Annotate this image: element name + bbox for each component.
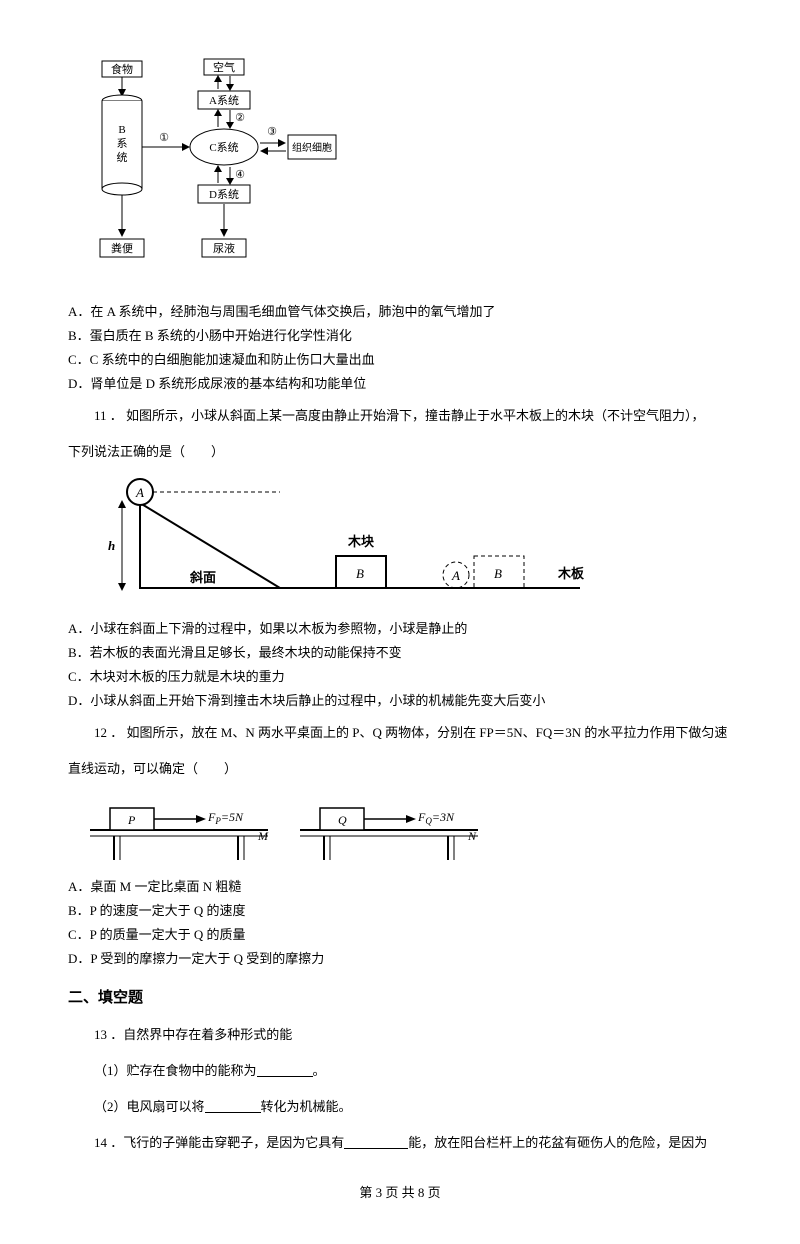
q10-opt-a: A．在 A 系统中，经肺泡与周围毛细血管气体交换后，肺泡中的氧气增加了 [68,301,732,323]
label-a2: A [451,568,460,583]
q10-opt-b: B．蛋白质在 B 系统的小肠中开始进行化学性消化 [68,325,732,347]
label-ball-a: A [135,485,144,500]
label-board: 木板 [557,566,585,581]
diagram-systems: 食物 B 系 统 粪便 空气 A系统 [80,55,732,291]
q11-options: A．小球在斜面上下滑的过程中，如果以木板为参照物，小球是静止的 B．若木板的表面… [68,618,732,712]
q13-stem-text: 自然界中存在着多种形式的能 [123,1027,292,1042]
blank-1[interactable] [257,1064,313,1077]
footer-c: 页 [424,1185,440,1200]
q11-stem-line2: 下列说法正确的是（ ） [68,441,732,463]
label-fq: FQ=3N [417,810,455,826]
blank-3[interactable] [344,1136,408,1149]
q13-p2: （2）电风扇可以将 转化为机械能。 [68,1096,732,1118]
section-2-heading: 二、填空题 [68,985,732,1011]
q13-p1a: （1）贮存在食物中的能称为 [94,1063,257,1078]
q13-p2b: 转化为机械能。 [261,1099,352,1114]
diagram-tables: P FP=5N M Q FQ=3N N [80,794,732,866]
q12-opt-d: D．P 受到的摩擦力一定大于 Q 受到的摩擦力 [68,948,732,970]
q12-num: 12 ． [94,725,123,740]
q11-opt-a: A．小球在斜面上下滑的过程中，如果以木板为参照物，小球是静止的 [68,618,732,640]
label-tissue: 组织细胞 [292,141,332,154]
label-d: D系统 [209,188,239,201]
q11-num: 11 ． [94,408,123,423]
num-1: ① [159,132,169,144]
label-b3: 统 [117,151,128,164]
q12-stem-line2: 直线运动，可以确定（ ） [68,758,732,780]
q10-opt-d: D．肾单位是 D 系统形成尿液的基本结构和功能单位 [68,373,732,395]
q12-opt-c: C．P 的质量一定大于 Q 的质量 [68,924,732,946]
label-c: C系统 [209,141,238,154]
label-b2: 系 [117,137,128,150]
num-4: ④ [235,169,245,181]
q14-p2: 能，放在阳台栏杆上的花盆有砸伤人的危险，是因为 [408,1135,707,1150]
label-slope: 斜面 [189,570,216,585]
label-fp: FP=5N [207,810,244,826]
num-2: ② [235,112,245,124]
label-feces: 粪便 [111,241,133,255]
label-p: P [127,813,136,827]
q14-p1: 飞行的子弹能击穿靶子，是因为它具有 [123,1135,344,1150]
label-h: h [108,538,115,553]
q13-num: 13 ． [94,1027,123,1042]
label-m: M [257,829,269,843]
q12-opt-b: B．P 的速度一定大于 Q 的速度 [68,900,732,922]
q11-stem1: 如图所示，小球从斜面上某一高度由静止开始滑下，撞击静止于水平木板上的木块（不计空… [126,408,705,423]
q10-options: A．在 A 系统中，经肺泡与周围毛细血管气体交换后，肺泡中的氧气增加了 B．蛋白… [68,301,732,395]
label-n: N [467,829,477,843]
q14-line: 14 ．飞行的子弹能击穿靶子，是因为它具有 能，放在阳台栏杆上的花盆有砸伤人的危险… [68,1132,732,1154]
label-b1: B [118,124,125,136]
footer-a: 第 [359,1185,375,1200]
q10-opt-c: C．C 系统中的白细胞能加速凝血和防止伤口大量出血 [68,349,732,371]
page-footer: 第 3 页 共 8 页 [68,1182,732,1204]
q12-opt-a: A．桌面 M 一定比桌面 N 粗糙 [68,876,732,898]
q13-p2a: （2）电风扇可以将 [94,1099,205,1114]
label-food: 食物 [111,62,133,76]
q13-p1b: 。 [313,1063,326,1078]
q11-opt-d: D．小球从斜面上开始下滑到撞击木块后静止的过程中，小球的机械能先变大后变小 [68,690,732,712]
blank-2[interactable] [205,1100,261,1113]
label-a: A系统 [209,94,239,107]
q14-num: 14 ． [94,1135,123,1150]
footer-b: 页 共 [382,1185,418,1200]
label-b: B [356,566,364,581]
diagram-slope: 斜面 h A 木块 B A B 木板 [80,478,732,608]
q13-p1: （1）贮存在食物中的能称为 。 [68,1060,732,1082]
label-air: 空气 [213,60,235,74]
num-3: ③ [267,126,277,138]
q11-stem-line1: 11 ． 如图所示，小球从斜面上某一高度由静止开始滑下，撞击静止于水平木板上的木… [68,405,732,427]
q12-stem1: 如图所示，放在 M、N 两水平桌面上的 P、Q 两物体，分别在 FP＝5N、FQ… [127,725,728,740]
label-q: Q [338,813,347,827]
label-block: 木块 [347,534,375,549]
q12-stem-line1: 12 ． 如图所示，放在 M、N 两水平桌面上的 P、Q 两物体，分别在 FP＝… [68,722,732,744]
q12-options: A．桌面 M 一定比桌面 N 粗糙 B．P 的速度一定大于 Q 的速度 C．P … [68,876,732,970]
q11-opt-b: B．若木板的表面光滑且足够长，最终木块的动能保持不变 [68,642,732,664]
q11-opt-c: C．木块对木板的压力就是木块的重力 [68,666,732,688]
label-b2: B [494,566,502,581]
label-urine: 尿液 [213,241,235,255]
q13-stem: 13 ．自然界中存在着多种形式的能 [68,1024,732,1046]
